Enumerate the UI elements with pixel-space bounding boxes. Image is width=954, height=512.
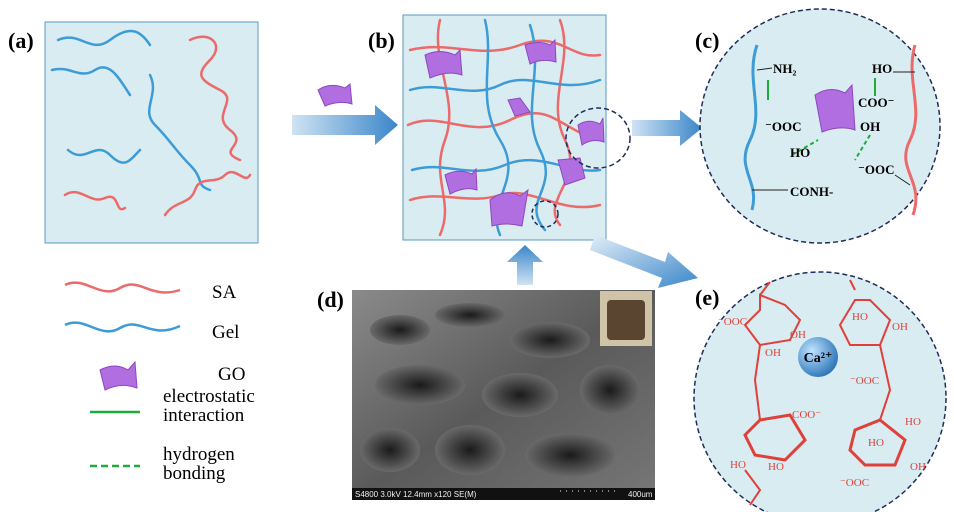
sem-image <box>352 290 655 500</box>
sem-image-part <box>510 322 590 358</box>
legend-label: bonding <box>163 463 226 484</box>
panel-b-part-part <box>425 50 462 78</box>
chem-label: HO <box>730 459 746 471</box>
panel-e <box>694 272 946 512</box>
panel-a-part <box>45 22 258 243</box>
chem-label: COO⁻ <box>858 95 894 110</box>
sem-image-part <box>370 315 430 345</box>
sem-image-part <box>525 433 615 477</box>
sem-image-part <box>435 303 505 327</box>
chem-label: HO <box>868 437 884 449</box>
legend-label: electrostatic <box>163 386 255 407</box>
chem-label: OH <box>910 461 926 473</box>
chem-label: ⁻OOC <box>765 119 801 134</box>
chem-label: ⁻OOC <box>718 316 747 328</box>
legend <box>65 283 180 466</box>
chem-label: HO <box>905 416 921 428</box>
panel-label: (c) <box>695 28 719 53</box>
chem-label: OH <box>790 329 806 341</box>
sem-image-part <box>435 425 505 475</box>
chem-label: ⁻OOC <box>840 477 869 489</box>
chem-label: CONH- <box>790 184 833 199</box>
panel-c <box>700 9 940 243</box>
arrow <box>590 235 698 288</box>
panel-c-part <box>700 9 940 243</box>
legend-part <box>65 283 180 293</box>
chem-label: HO <box>852 311 868 323</box>
sem-image-part <box>375 365 465 405</box>
chem-label: ⁻OOC <box>850 375 879 387</box>
chem-label: OH <box>765 347 781 359</box>
sem-caption: S4800 3.0kV 12.4mm x120 SE(M) <box>355 490 477 499</box>
arrow <box>632 110 702 146</box>
panel-c-part <box>815 85 855 132</box>
panel-label: (b) <box>368 28 395 53</box>
legend-label: GO <box>218 364 245 385</box>
panel-label: (e) <box>695 285 719 310</box>
ion-label: Ca²⁺ <box>804 351 833 366</box>
legend-part <box>65 323 180 332</box>
chem-label: HO <box>790 145 810 160</box>
chem-label: COO⁻ <box>792 409 821 421</box>
legend-label: Gel <box>212 322 239 343</box>
sem-image-part <box>607 300 645 340</box>
chem-label: OH <box>860 119 880 134</box>
chem-label: NH₂ <box>773 61 797 76</box>
legend-label: SA <box>212 282 237 303</box>
chem-label: HO <box>768 461 784 473</box>
chem-label: OH <box>892 321 908 333</box>
arrow <box>507 245 543 285</box>
go-sheet <box>318 84 352 106</box>
panel-label: (a) <box>8 28 34 53</box>
panel-label: (d) <box>317 287 344 312</box>
panel-b <box>403 15 630 240</box>
sem-image-part <box>360 428 420 472</box>
legend-label: interaction <box>163 405 245 426</box>
sem-scale: 400um <box>628 490 653 499</box>
chem-label: HO <box>872 61 892 76</box>
panel-a <box>45 22 258 243</box>
arrow <box>292 105 398 145</box>
panel-b-part-part <box>525 40 556 64</box>
legend-part <box>100 362 137 390</box>
chem-label: ⁻OOC <box>858 162 894 177</box>
sem-image-part <box>482 373 558 417</box>
sem-image-part <box>580 365 640 415</box>
panel-e-part <box>694 272 946 512</box>
figure: (a) (b) <box>0 0 954 512</box>
legend-label: hydrogen <box>163 444 235 465</box>
